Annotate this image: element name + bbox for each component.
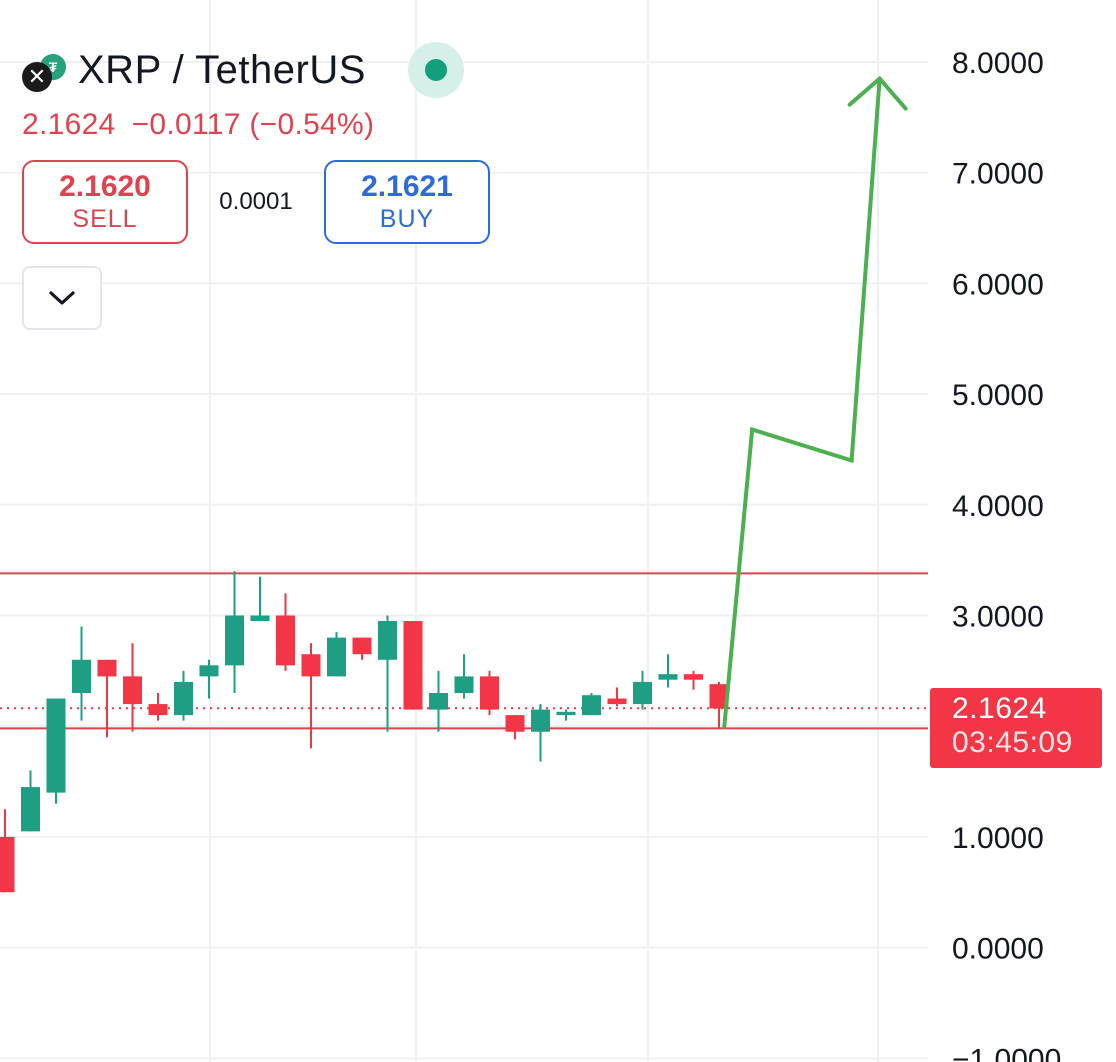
price-change: −0.0117 bbox=[131, 108, 241, 141]
current-price-label: 2.1624 03:45:09 bbox=[930, 688, 1102, 768]
candle bbox=[658, 654, 678, 688]
trade-buttons: 2.1620 SELL 0.0001 2.1621 BUY bbox=[22, 160, 490, 244]
candle-body bbox=[352, 637, 372, 655]
candle-body bbox=[480, 676, 499, 710]
y-tick-label: 6.0000 bbox=[952, 268, 1044, 301]
candle-body bbox=[531, 709, 550, 732]
y-tick-label: 0.0000 bbox=[952, 933, 1044, 966]
candle-body bbox=[709, 684, 729, 709]
candle-body bbox=[276, 615, 295, 666]
candle-body bbox=[225, 615, 244, 666]
y-tick-label: 5.0000 bbox=[952, 379, 1044, 412]
candle-body bbox=[148, 704, 168, 716]
candle bbox=[250, 576, 270, 622]
candle-body bbox=[556, 711, 576, 716]
candle bbox=[21, 770, 40, 832]
collapse-dropdown-button[interactable] bbox=[22, 266, 102, 330]
candle bbox=[225, 571, 244, 693]
candle bbox=[276, 593, 295, 671]
candle bbox=[174, 670, 193, 721]
live-status-icon bbox=[407, 42, 464, 98]
sell-button[interactable]: 2.1620 SELL bbox=[22, 160, 188, 244]
buy-price: 2.1621 bbox=[361, 170, 453, 203]
symbol-header: ₮ ✕ XRP / TetherUS 2.1624 −0.0117 (−0.54%… bbox=[22, 40, 490, 330]
pair-logo: ₮ ✕ bbox=[22, 48, 68, 92]
candle-body bbox=[582, 695, 601, 716]
candle bbox=[480, 670, 499, 716]
price-axis[interactable]: 8.0000 7.0000 6.0000 5.0000 4.0000 3.0000 1.00… bbox=[952, 47, 1061, 1062]
y-tick-label: 7.0000 bbox=[952, 158, 1044, 191]
candle bbox=[378, 615, 397, 732]
candle bbox=[531, 704, 550, 762]
candle bbox=[0, 809, 15, 893]
candle-body bbox=[174, 681, 193, 716]
candle bbox=[454, 654, 474, 699]
xrp-logo-icon: ✕ bbox=[22, 62, 52, 92]
chevron-down-icon bbox=[49, 291, 75, 305]
y-tick-label: 4.0000 bbox=[952, 490, 1044, 523]
candle-body bbox=[378, 621, 397, 660]
candle bbox=[505, 715, 525, 740]
candle-body bbox=[97, 659, 117, 677]
projection-arrow bbox=[722, 75, 908, 729]
candle bbox=[148, 692, 168, 721]
candle-body bbox=[327, 637, 346, 677]
candle-body bbox=[505, 715, 525, 732]
candle bbox=[46, 698, 66, 804]
candle-body bbox=[123, 676, 142, 705]
buy-button[interactable]: 2.1621 BUY bbox=[324, 160, 490, 244]
y-tick-label: −1.0000 bbox=[952, 1043, 1061, 1062]
candle-body bbox=[72, 659, 91, 693]
candle-body bbox=[684, 674, 703, 680]
candle bbox=[633, 670, 652, 710]
price-change-pct: (−0.54%) bbox=[249, 108, 375, 141]
candle-body bbox=[199, 665, 219, 677]
candle-body bbox=[403, 621, 423, 710]
candle bbox=[709, 681, 729, 729]
sell-label: SELL bbox=[72, 205, 138, 233]
sell-price: 2.1620 bbox=[59, 170, 151, 203]
symbol-name[interactable]: XRP / TetherUS bbox=[78, 47, 366, 92]
y-tick-label: 3.0000 bbox=[952, 601, 1044, 634]
current-price: 2.1624 bbox=[952, 692, 1047, 725]
candle-body bbox=[301, 654, 321, 677]
candle-body bbox=[633, 681, 652, 705]
projection-arrowhead bbox=[847, 75, 908, 111]
candle bbox=[123, 643, 142, 732]
spread-value: 0.0001 bbox=[219, 188, 293, 215]
candle bbox=[403, 621, 423, 710]
candle-body bbox=[429, 692, 448, 710]
buy-label: BUY bbox=[379, 205, 435, 233]
candle bbox=[327, 632, 346, 677]
candle-body bbox=[607, 698, 627, 705]
candle bbox=[199, 659, 219, 699]
candle bbox=[72, 626, 91, 721]
candle bbox=[352, 637, 372, 660]
candle bbox=[301, 643, 321, 749]
candlestick-series bbox=[0, 571, 729, 893]
price-change-line: 2.1624 −0.0117 (−0.54%) bbox=[22, 108, 490, 142]
candle-countdown: 03:45:09 bbox=[952, 726, 1073, 759]
candle bbox=[607, 687, 627, 707]
candle-body bbox=[250, 615, 270, 622]
candle bbox=[556, 709, 576, 721]
projection-path bbox=[722, 78, 882, 729]
candle bbox=[97, 659, 117, 738]
candle-body bbox=[21, 787, 40, 832]
candle-body bbox=[0, 836, 15, 893]
candle bbox=[582, 692, 601, 716]
candle-body bbox=[658, 674, 678, 680]
candle bbox=[429, 670, 448, 732]
candle-body bbox=[46, 698, 66, 793]
last-price: 2.1624 bbox=[22, 108, 116, 141]
y-tick-label: 1.0000 bbox=[952, 822, 1044, 855]
candle bbox=[684, 670, 703, 690]
support-resistance-lines bbox=[0, 572, 928, 730]
candle-body bbox=[454, 676, 474, 693]
y-tick-label: 8.0000 bbox=[952, 47, 1044, 80]
